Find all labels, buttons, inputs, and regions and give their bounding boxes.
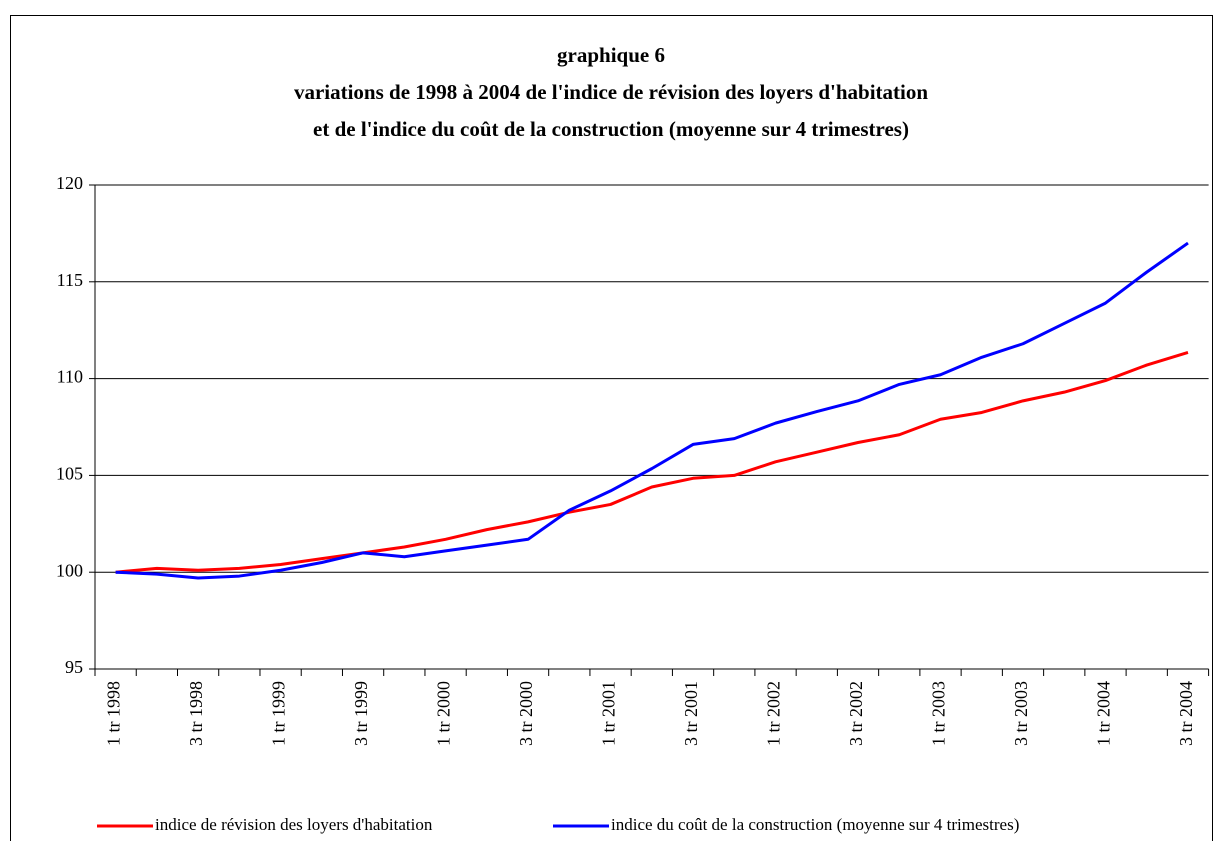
chart-title: variations de 1998 à 2004 de l'indice de… (294, 80, 928, 104)
x-tick-label: 3 tr 2004 (1176, 681, 1196, 746)
y-tick-label: 115 (57, 270, 83, 290)
x-tick-label: 1 tr 1999 (269, 681, 289, 746)
x-tick-label: 1 tr 2000 (434, 681, 454, 746)
x-tick-label: 3 tr 2003 (1011, 681, 1031, 746)
x-tick-label: 3 tr 2000 (516, 681, 536, 746)
x-tick-label: 3 tr 1999 (351, 681, 371, 746)
x-tick-label: 1 tr 2002 (764, 681, 784, 746)
legend-label: indice de révision des loyers d'habitati… (155, 815, 433, 834)
x-tick-label: 1 tr 1998 (104, 681, 124, 746)
y-tick-label: 105 (56, 464, 83, 484)
series-line (115, 241, 1189, 580)
series-line (115, 351, 1189, 574)
y-tick-label: 120 (56, 173, 83, 193)
x-tick-label: 3 tr 2002 (846, 681, 866, 746)
x-tick-label: 3 tr 2001 (681, 681, 701, 746)
x-tick-label: 1 tr 2001 (599, 681, 619, 746)
x-tick-label: 1 tr 2004 (1094, 681, 1114, 746)
chart-title: graphique 6 (557, 43, 665, 67)
chart-border (10, 15, 1213, 841)
y-tick-label: 95 (65, 657, 83, 677)
legend-label: indice du coût de la construction (moyen… (611, 815, 1019, 834)
y-tick-label: 100 (56, 560, 83, 580)
y-tick-label: 110 (57, 367, 83, 387)
x-tick-label: 1 tr 2003 (929, 681, 949, 746)
chart-title: et de l'indice du coût de la constructio… (313, 117, 909, 141)
x-tick-label: 3 tr 1998 (186, 681, 206, 746)
